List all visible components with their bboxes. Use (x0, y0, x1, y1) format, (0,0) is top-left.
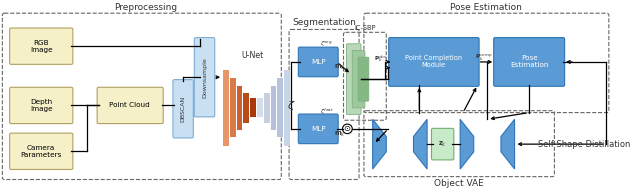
FancyBboxPatch shape (10, 87, 73, 124)
Text: Pose Estimation: Pose Estimation (451, 3, 522, 12)
Text: Self Shape Distillation: Self Shape Distillation (538, 140, 631, 149)
FancyBboxPatch shape (298, 114, 338, 144)
Polygon shape (460, 119, 474, 169)
Bar (264, 92, 269, 123)
Text: Preprocessing: Preprocessing (114, 3, 177, 12)
Text: DBSCAN: DBSCAN (180, 96, 186, 122)
Text: $\mathbf{z}_k$: $\mathbf{z}_k$ (438, 140, 447, 149)
Bar (250, 98, 256, 117)
Text: MLP: MLP (311, 126, 326, 132)
Bar (277, 78, 284, 138)
FancyBboxPatch shape (10, 28, 73, 64)
Text: $\mathbf{P}_k^{comp}$: $\mathbf{P}_k^{comp}$ (475, 53, 492, 63)
Text: IC-SBP: IC-SBP (354, 25, 376, 31)
Text: $\zeta^{feat}$: $\zeta^{feat}$ (320, 107, 334, 117)
Bar (271, 86, 276, 130)
Circle shape (342, 124, 352, 134)
Bar (223, 70, 229, 146)
Text: Object
Encoder: Object Encoder (387, 139, 413, 150)
Bar (284, 70, 290, 146)
Text: Segmentation: Segmentation (292, 18, 356, 27)
Polygon shape (413, 119, 427, 169)
Text: Depth
Image: Depth Image (30, 99, 52, 112)
Text: MLP: MLP (311, 59, 326, 65)
Text: RGB
Image: RGB Image (30, 40, 52, 53)
Text: $\mathbf{m}_k$: $\mathbf{m}_k$ (333, 130, 346, 139)
Bar (243, 92, 249, 123)
Text: $\odot$: $\odot$ (343, 124, 351, 133)
Text: $\zeta$: $\zeta$ (287, 99, 295, 113)
Text: Object
GRAF: Object GRAF (477, 139, 498, 150)
Text: Point Completion
Module: Point Completion Module (405, 55, 463, 68)
Bar (237, 86, 243, 130)
Text: Camera
Parameters: Camera Parameters (20, 145, 62, 158)
FancyBboxPatch shape (388, 38, 479, 86)
FancyBboxPatch shape (10, 133, 73, 169)
Bar (230, 78, 236, 138)
FancyBboxPatch shape (431, 128, 454, 160)
Text: Downsample: Downsample (202, 57, 207, 98)
Text: $\mathbf{m}_k$: $\mathbf{m}_k$ (333, 63, 346, 72)
FancyBboxPatch shape (195, 38, 215, 117)
Text: Object VAE: Object VAE (435, 180, 484, 189)
Text: $\zeta^{seg}$: $\zeta^{seg}$ (320, 40, 333, 49)
FancyBboxPatch shape (493, 38, 564, 86)
Text: Pose
Estimation: Pose Estimation (510, 55, 548, 68)
Text: $\mathbf{P}_k^{obs}$: $\mathbf{P}_k^{obs}$ (374, 53, 387, 64)
FancyBboxPatch shape (346, 44, 361, 115)
FancyBboxPatch shape (173, 80, 193, 138)
Text: U-Net: U-Net (241, 51, 263, 60)
FancyBboxPatch shape (358, 57, 369, 101)
Bar (257, 98, 263, 117)
FancyBboxPatch shape (298, 47, 338, 77)
FancyBboxPatch shape (352, 50, 365, 108)
FancyBboxPatch shape (97, 87, 163, 124)
Text: Point Cloud: Point Cloud (109, 102, 150, 108)
Polygon shape (501, 119, 515, 169)
Polygon shape (372, 119, 387, 169)
